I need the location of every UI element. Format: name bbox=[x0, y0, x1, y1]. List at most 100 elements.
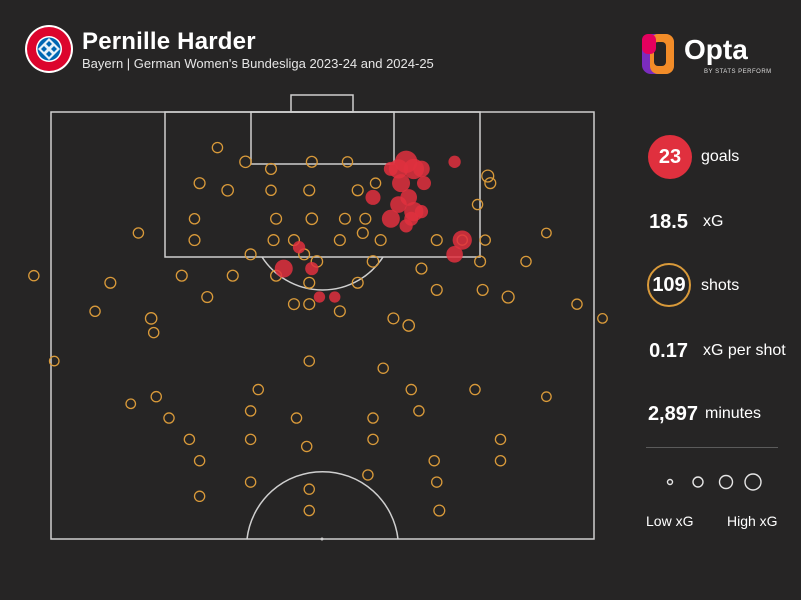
legend-size-circle bbox=[744, 473, 762, 491]
shot-marker bbox=[305, 212, 319, 226]
shot-marker bbox=[430, 234, 443, 247]
shot-marker bbox=[520, 255, 532, 268]
shot-marker bbox=[132, 227, 145, 239]
goal-marker bbox=[383, 161, 398, 176]
xg-size-legend bbox=[666, 473, 762, 491]
shot-marker bbox=[333, 234, 346, 247]
shot-marker bbox=[303, 184, 316, 197]
shot-marker bbox=[193, 454, 206, 467]
goal-marker bbox=[390, 196, 407, 213]
shot-marker bbox=[369, 177, 382, 189]
goal-marker bbox=[446, 246, 463, 263]
shot-marker bbox=[303, 276, 316, 289]
xg-value: 18.5 bbox=[649, 211, 688, 233]
xg-per-shot-label: xG per shot bbox=[703, 342, 786, 359]
shot-marker bbox=[476, 283, 489, 296]
shot-marker bbox=[89, 305, 101, 318]
shot-marker bbox=[211, 141, 224, 154]
shot-marker bbox=[415, 262, 428, 275]
goal-marker bbox=[392, 174, 411, 193]
shot-marker bbox=[501, 290, 515, 304]
shot-marker bbox=[193, 177, 206, 190]
goal-marker bbox=[416, 176, 432, 191]
page-subtitle: Bayern | German Women's Bundesliga 2023-… bbox=[82, 56, 434, 71]
shots-layer bbox=[28, 141, 608, 517]
goals-layer bbox=[274, 150, 472, 303]
shot-marker bbox=[351, 184, 364, 197]
shot-marker bbox=[333, 305, 346, 318]
shot-marker bbox=[163, 412, 175, 424]
penalty-box bbox=[164, 111, 481, 258]
shot-marker bbox=[359, 212, 372, 225]
opta-logo-icon bbox=[642, 34, 674, 74]
shots-value: 109 bbox=[652, 273, 686, 296]
opta-byline: BY STATS PERFORM bbox=[704, 69, 772, 75]
page-title: Pernille Harder bbox=[82, 28, 256, 55]
shot-marker bbox=[244, 433, 257, 446]
goal-marker bbox=[381, 209, 400, 228]
shot-marker bbox=[144, 312, 158, 325]
shot-marker bbox=[356, 226, 369, 240]
shot-marker bbox=[244, 476, 257, 488]
shot-marker bbox=[474, 255, 487, 268]
shot-marker bbox=[484, 177, 497, 190]
goal-marker bbox=[399, 219, 413, 233]
center-circle bbox=[246, 471, 399, 540]
goal-marker bbox=[413, 160, 430, 178]
shot-marker bbox=[267, 234, 280, 247]
shot-marker bbox=[239, 155, 252, 169]
goal-marker bbox=[274, 259, 293, 278]
shot-marker bbox=[362, 469, 374, 481]
shot-marker bbox=[540, 391, 552, 403]
goal-marker bbox=[305, 261, 319, 276]
goal-marker bbox=[452, 230, 472, 250]
penalty-arc bbox=[261, 256, 384, 291]
shot-marker bbox=[374, 234, 387, 247]
shot-marker bbox=[287, 298, 301, 311]
shot-marker bbox=[150, 390, 162, 403]
shot-marker bbox=[430, 283, 443, 296]
shot-marker bbox=[433, 504, 446, 517]
shot-marker bbox=[300, 440, 313, 453]
shot-marker bbox=[402, 319, 416, 332]
shot-marker bbox=[341, 156, 354, 168]
shot-marker bbox=[481, 169, 495, 183]
shot-marker bbox=[104, 276, 117, 289]
xg-label: xG bbox=[703, 213, 724, 230]
shot-marker bbox=[366, 255, 380, 268]
pitch-lines bbox=[50, 94, 595, 540]
goals-label: goals bbox=[701, 148, 740, 165]
goal-marker bbox=[292, 241, 306, 254]
shot-marker bbox=[351, 276, 364, 289]
shot-marker bbox=[226, 269, 239, 282]
shot-marker bbox=[571, 298, 583, 310]
minutes-label: minutes bbox=[705, 405, 762, 422]
shot-marker bbox=[479, 234, 491, 246]
shot-marker bbox=[147, 326, 160, 339]
shot-marker bbox=[338, 212, 352, 225]
goal-marker bbox=[329, 291, 341, 303]
shot-marker bbox=[188, 212, 201, 225]
shot-marker bbox=[265, 184, 277, 197]
legend-high-label: High xG bbox=[727, 513, 778, 529]
shot-marker bbox=[28, 269, 40, 282]
shot-marker bbox=[367, 412, 379, 424]
club-badge-logo bbox=[25, 25, 73, 73]
shot-marker bbox=[183, 433, 196, 446]
goals-value: 23 bbox=[658, 145, 682, 168]
goal-marker bbox=[365, 189, 381, 205]
legend-size-circle bbox=[718, 474, 734, 490]
pitch-outline bbox=[50, 111, 595, 540]
shot-marker bbox=[201, 290, 214, 304]
shot-marker bbox=[430, 476, 443, 488]
opta-wordmark: Opta bbox=[684, 34, 748, 65]
goal-frame bbox=[290, 94, 354, 113]
goals-badge: 23 bbox=[648, 135, 692, 179]
shots-label: shots bbox=[701, 277, 740, 294]
shot-marker bbox=[405, 383, 417, 396]
shot-marker bbox=[377, 362, 389, 374]
shot-marker bbox=[303, 355, 315, 367]
goal-marker bbox=[448, 155, 461, 168]
shot-marker bbox=[387, 312, 400, 325]
